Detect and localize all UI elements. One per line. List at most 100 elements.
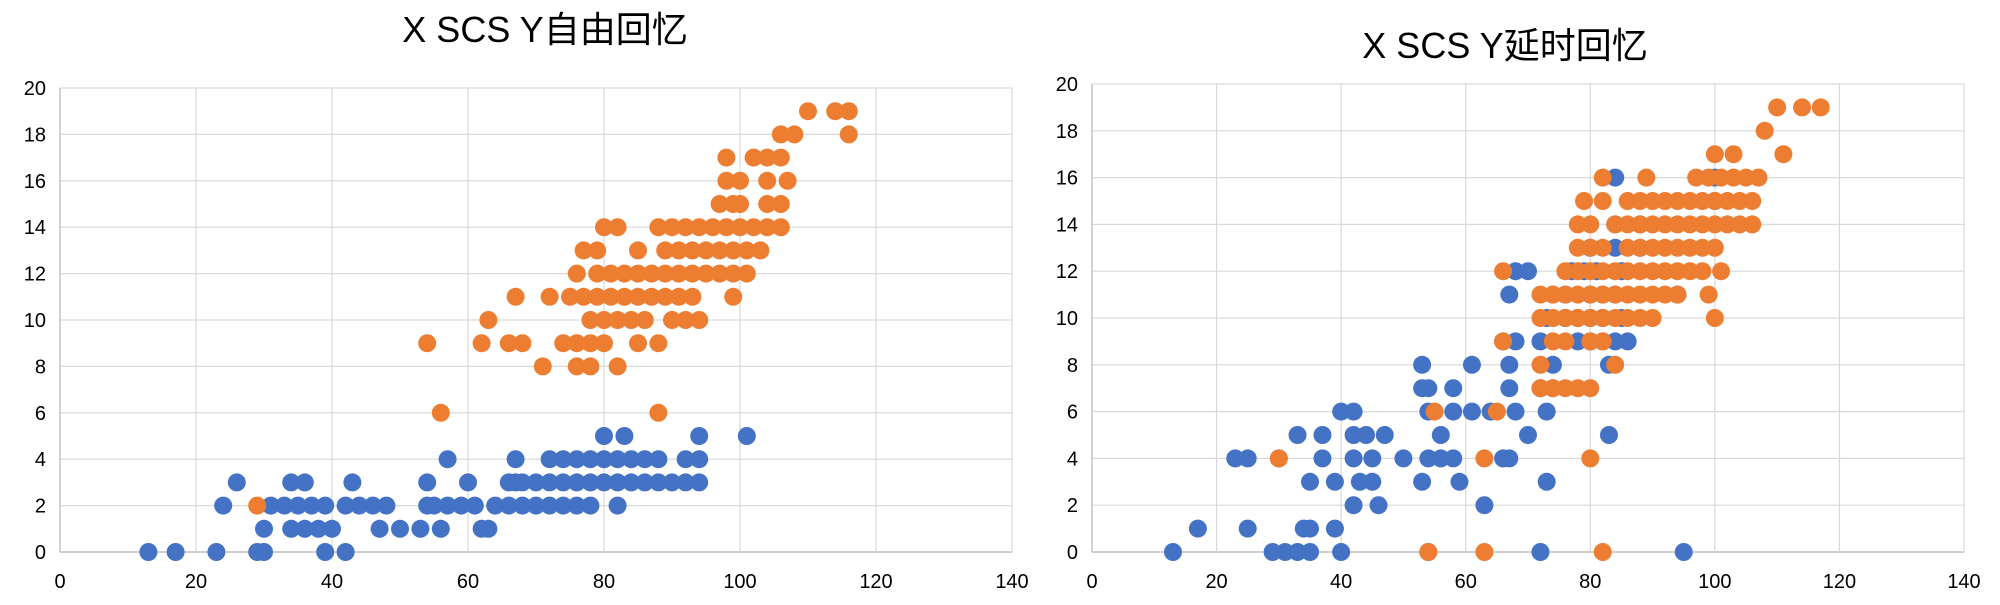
scatter-point (1618, 262, 1637, 281)
x-tick-label: 120 (859, 571, 892, 593)
scatter-point (635, 473, 654, 492)
scatter-point (1643, 238, 1662, 257)
scatter-point (1568, 215, 1587, 234)
chart-title: X SCS Y自由回忆 (402, 9, 687, 50)
scatter-point (289, 496, 307, 515)
scatter-point (1413, 355, 1432, 374)
scatter-point (622, 450, 641, 469)
scatter-point (608, 496, 627, 515)
scatter-point (656, 264, 675, 283)
scatter-point (1656, 238, 1675, 257)
scatter-point (642, 264, 661, 283)
scatter-point (1668, 192, 1687, 210)
scatter-point (1737, 168, 1755, 187)
scatter-point (690, 311, 709, 329)
scatter-point (1568, 332, 1587, 351)
scatter-point (1668, 285, 1687, 304)
scatter-point (1618, 285, 1637, 304)
scatter-point (635, 311, 654, 329)
scatter-point (1325, 472, 1344, 491)
scatter-point (506, 287, 525, 306)
scatter-point (703, 218, 722, 237)
scatter-point (1332, 402, 1351, 421)
scatter-point (615, 264, 634, 283)
scatter-point (1643, 192, 1662, 210)
scatter-point (669, 287, 688, 306)
scatter-point (758, 218, 777, 237)
scatter-point (1618, 238, 1637, 257)
scatter-point (608, 218, 627, 237)
y-tick-label: 18 (24, 124, 46, 146)
scatter-point (391, 519, 409, 538)
scatter-point (1369, 496, 1388, 515)
scatter-point (1531, 355, 1550, 374)
scatter-point (1163, 543, 1182, 561)
x-tick-label: 140 (1947, 571, 1980, 593)
scatter-point (1643, 215, 1662, 234)
scatter-point (554, 450, 573, 469)
y-tick-label: 20 (1056, 74, 1078, 96)
y-tick-label: 4 (35, 449, 46, 471)
scatter-point (1631, 262, 1650, 281)
scatter-point (629, 287, 647, 306)
scatter-point (595, 311, 613, 329)
scatter-point (1301, 472, 1319, 491)
scatter-point (302, 496, 321, 515)
scatter-point (737, 241, 756, 260)
scatter-point (554, 496, 573, 515)
scatter-point (758, 148, 777, 167)
scatter-point (1593, 332, 1612, 351)
scatter-point (1313, 449, 1332, 468)
scatter-point (697, 241, 715, 260)
scatter-point (581, 450, 600, 469)
scatter-point (1656, 262, 1675, 281)
scatter-point (1332, 543, 1351, 561)
y-tick-label: 18 (1056, 121, 1078, 143)
scatter-point (377, 496, 396, 515)
scatter-point (567, 496, 586, 515)
scatter-point (608, 473, 627, 492)
scatter-point (1593, 543, 1612, 561)
scatter-point (513, 334, 532, 353)
scatter-point (1344, 496, 1363, 515)
scatter-point (1344, 449, 1363, 468)
scatter-point (1637, 168, 1656, 187)
scatter-point (567, 473, 586, 492)
scatter-point (1705, 215, 1724, 234)
scatter-point (629, 241, 647, 260)
scatter-point (1618, 215, 1637, 234)
scatter-point (1581, 262, 1600, 281)
scatter-point (513, 473, 532, 492)
scatter-point (771, 125, 790, 144)
scatter-point (540, 473, 559, 492)
y-tick-label: 6 (1067, 402, 1078, 424)
scatter-point (295, 473, 314, 492)
scatter-point (1606, 262, 1625, 281)
scatter-point (1568, 379, 1587, 398)
scatter-point (1500, 285, 1519, 304)
scatter-point (758, 195, 777, 213)
scatter-point (1568, 309, 1587, 327)
scatter-point (438, 496, 457, 515)
scatter-point (255, 543, 273, 561)
scatter-point (1581, 215, 1600, 234)
scatter-point (1705, 309, 1724, 327)
scatter-point (656, 241, 675, 260)
scatter-point (431, 403, 450, 422)
scatter-point (1724, 168, 1743, 187)
scatter-point (717, 171, 736, 190)
scatter-point (690, 427, 709, 445)
scatter-point (1568, 285, 1587, 304)
y-tick-label: 20 (24, 78, 46, 100)
scatter-point (207, 543, 226, 561)
scatter-point (1705, 192, 1724, 210)
scatter-point (1226, 449, 1245, 468)
scatter-point (1344, 402, 1363, 421)
scatter-point (1593, 192, 1612, 210)
scatter-point (622, 473, 641, 492)
scatter-point (1301, 519, 1319, 538)
scatter-point (1599, 426, 1618, 444)
scatter-point (1500, 449, 1519, 468)
scatter-point (459, 473, 477, 492)
scatter-point (1506, 402, 1525, 421)
